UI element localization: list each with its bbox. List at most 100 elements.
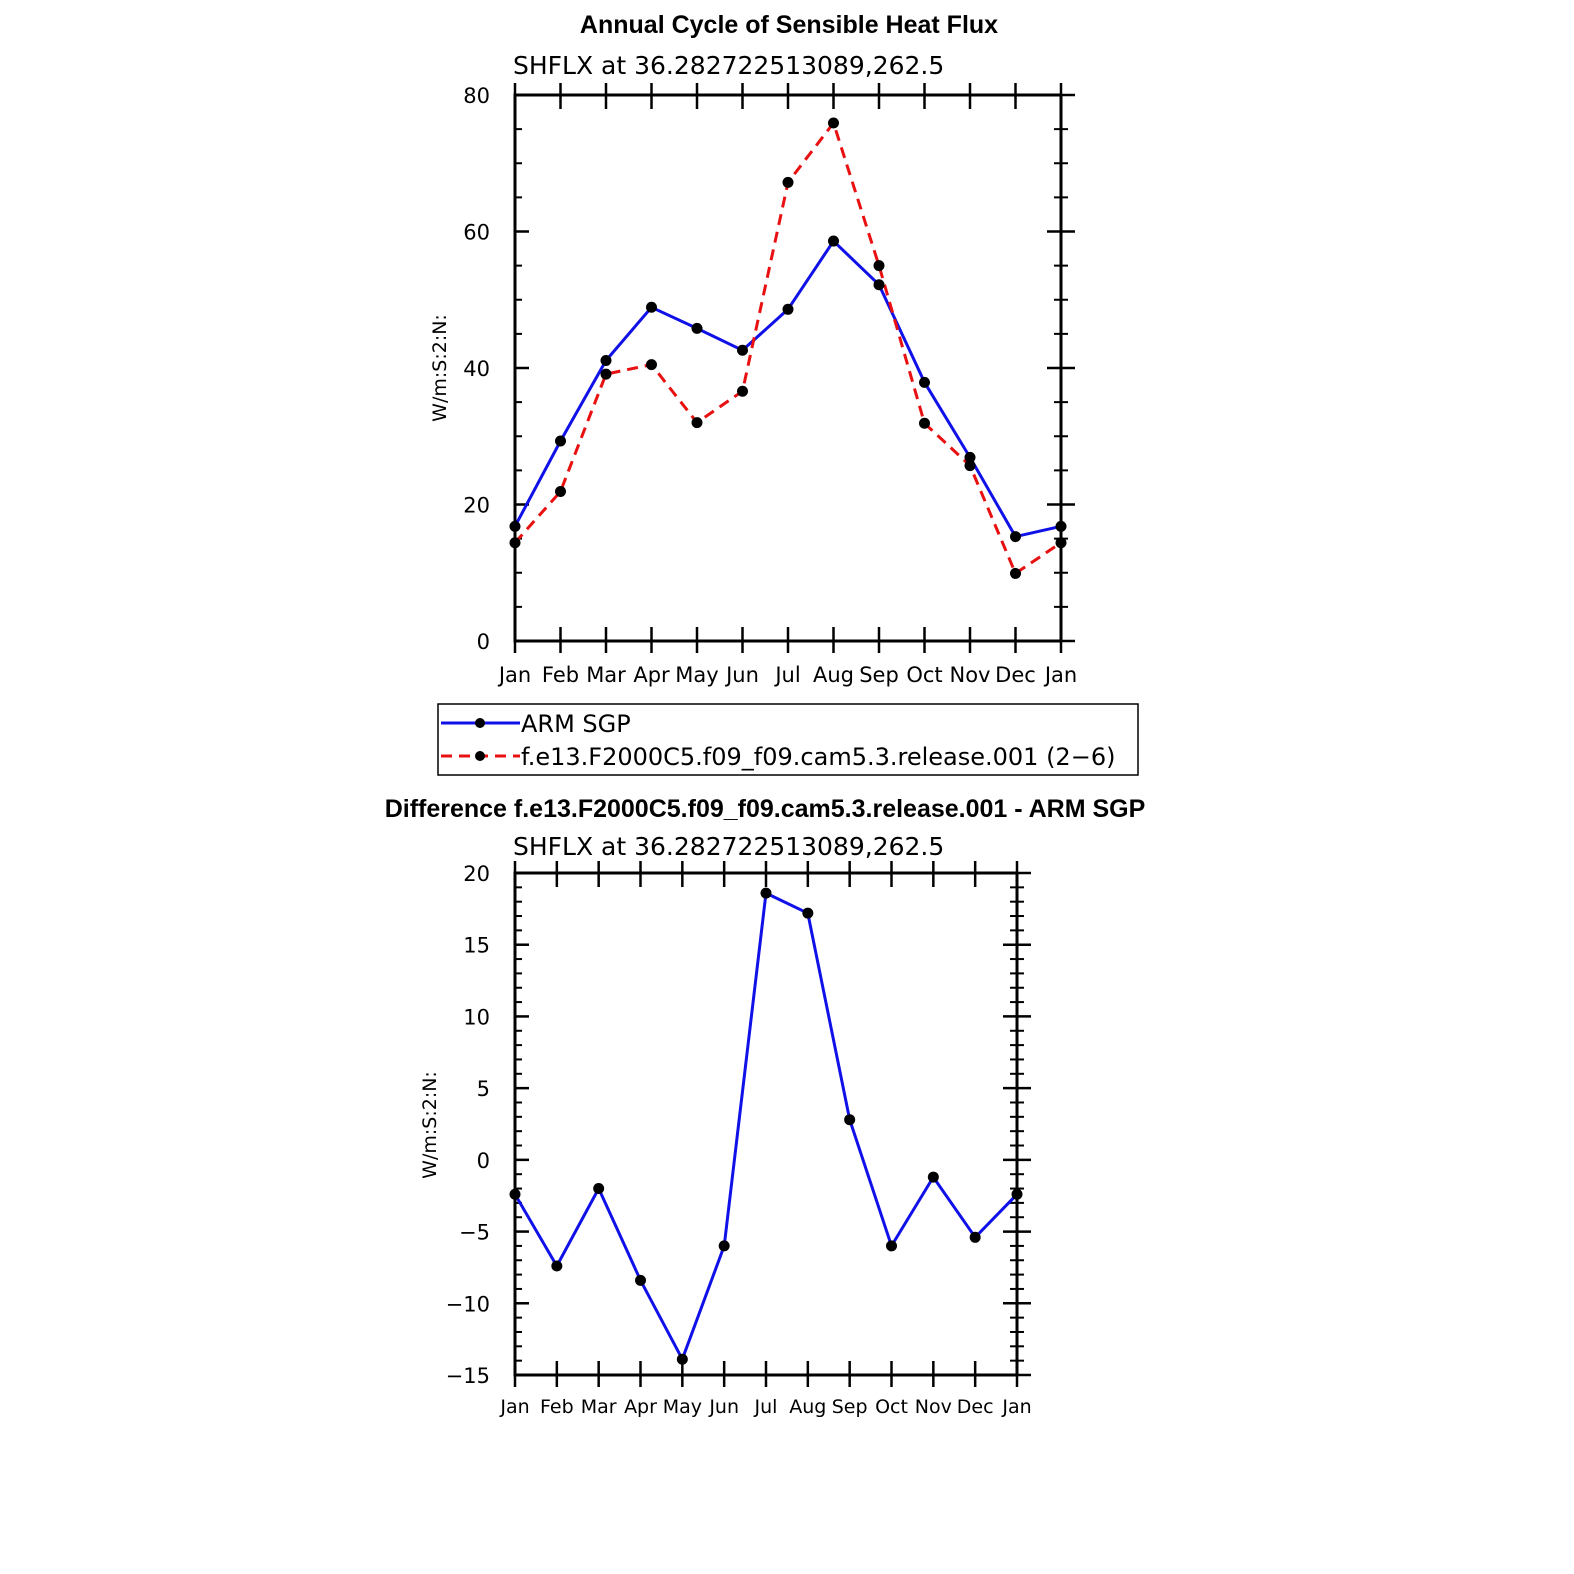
data-point: [646, 359, 657, 371]
chart1-subtitle: SHFLX at 36.282722513089,262.5: [513, 51, 944, 80]
data-point: [555, 435, 566, 447]
legend-marker-arm-sgp: [475, 718, 485, 728]
x-tick-label: Jan: [1001, 1396, 1031, 1418]
series-line-b: [513, 121, 1062, 575]
x-tick-label: Jan: [499, 1396, 529, 1418]
data-point: [600, 368, 612, 380]
data-point: [828, 117, 839, 129]
data-point: [691, 417, 703, 429]
y-tick-label: −15: [446, 1364, 490, 1388]
x-tick-label: Sep: [859, 663, 899, 687]
data-point: [782, 176, 794, 188]
data-point: [1010, 531, 1021, 543]
data-point: [802, 907, 814, 919]
data-point: [873, 279, 885, 291]
legend-label-model: f.e13.F2000C5.f09_f09.cam5.3.release.001…: [521, 743, 1115, 771]
data-point: [676, 1353, 688, 1365]
x-tick-label: Jan: [497, 663, 531, 687]
chart1-ticks: [513, 83, 1075, 653]
data-point: [844, 1114, 856, 1126]
chart2-y-axis-label: W/m:S:2:N:: [419, 1071, 441, 1179]
legend-box: [437, 703, 1139, 776]
chart1-y-tick-labels: 0 20 40 60 80: [463, 84, 490, 654]
x-tick-label: Nov: [950, 663, 991, 687]
data-point: [964, 451, 976, 463]
data-point: [919, 417, 930, 429]
series-line-a: [513, 891, 1019, 1361]
chart2-x-tick-labels: Jan Feb Mar Apr May Jun Jul Aug Sep Oct Nov Dec Jan: [499, 1396, 1031, 1418]
data-point: [737, 385, 748, 397]
data-point: [828, 235, 839, 247]
x-tick-label: Dec: [995, 663, 1036, 687]
chart1-title: Annual Cycle of Sensible Heat Flux: [580, 11, 998, 39]
y-tick-label: 80: [463, 84, 490, 108]
x-tick-label: Jul: [754, 1396, 778, 1418]
chart2-title: Difference f.e13.F2000C5.f09_f09.cam5.3.…: [385, 795, 1146, 823]
data-point: [691, 322, 703, 334]
x-tick-label: Apr: [624, 1396, 657, 1418]
chart2-plot-frame: [513, 871, 1019, 1377]
legend: ARM SGP f.e13.F2000C5.f09_f09.cam5.3.rel…: [437, 703, 1139, 776]
data-point: [635, 1274, 646, 1286]
x-tick-label: Jan: [1043, 663, 1077, 687]
chart1-plot-frame: [513, 93, 1063, 643]
x-tick-label: Sep: [832, 1396, 868, 1418]
x-tick-label: Nov: [915, 1396, 952, 1418]
x-tick-label: Jun: [724, 663, 759, 687]
data-point: [646, 301, 657, 313]
y-tick-label: −10: [446, 1292, 490, 1316]
y-tick-label: 0: [477, 630, 490, 654]
x-tick-label: Feb: [540, 1396, 574, 1418]
x-tick-label: May: [675, 663, 718, 687]
x-tick-label: Jul: [773, 663, 800, 687]
x-tick-label: Oct: [906, 663, 942, 687]
chart2-y-tick-labels: −15 −10 −5 0 5 10 15 20: [446, 862, 490, 1388]
chart1-series: [509, 117, 1067, 579]
annual-cycle-chart: Annual Cycle of Sensible Heat Flux SHFLX…: [429, 11, 1077, 687]
difference-chart: Difference f.e13.F2000C5.f09_f09.cam5.3.…: [385, 795, 1146, 1418]
y-tick-label: 10: [463, 1005, 490, 1029]
data-point: [1010, 567, 1021, 579]
data-point: [600, 354, 612, 366]
series-line-a: [513, 239, 1062, 539]
data-point: [919, 376, 930, 388]
chart2-subtitle: SHFLX at 36.282722513089,262.5: [513, 832, 944, 861]
data-point: [760, 887, 772, 899]
legend-marker-model: [475, 751, 485, 761]
y-tick-label: 20: [463, 494, 490, 518]
data-point: [551, 1260, 563, 1272]
data-point: [718, 1240, 730, 1252]
data-point: [927, 1171, 939, 1183]
x-tick-label: Oct: [875, 1396, 908, 1418]
y-tick-label: 15: [463, 934, 490, 958]
x-tick-label: Feb: [542, 663, 579, 687]
data-point: [782, 303, 794, 315]
x-tick-label: Aug: [813, 663, 854, 687]
x-tick-label: Mar: [581, 1396, 617, 1418]
x-tick-label: Apr: [633, 663, 670, 687]
data-point: [593, 1183, 605, 1195]
y-tick-label: 20: [463, 862, 490, 886]
y-tick-label: 60: [463, 221, 490, 245]
data-point: [555, 486, 566, 498]
x-tick-label: Dec: [957, 1396, 994, 1418]
x-tick-label: Mar: [586, 663, 626, 687]
data-point: [737, 344, 748, 356]
x-tick-label: Jun: [708, 1396, 739, 1418]
data-point: [873, 260, 885, 272]
y-tick-label: −5: [459, 1221, 490, 1245]
chart2-ticks: [513, 861, 1031, 1387]
y-tick-label: 5: [477, 1077, 490, 1101]
x-tick-label: Aug: [789, 1396, 826, 1418]
chart1-y-axis-label: W/m:S:2:N:: [429, 314, 451, 422]
y-tick-label: 40: [463, 357, 490, 381]
data-point: [969, 1231, 981, 1243]
data-point: [886, 1240, 897, 1252]
chart2-series: [509, 887, 1023, 1365]
chart1-x-tick-labels: Jan Feb Mar Apr May Jun Jul Aug Sep Oct Nov Dec Jan: [497, 663, 1077, 687]
x-tick-label: May: [663, 1396, 702, 1418]
data-point: [964, 460, 976, 472]
legend-label-arm-sgp: ARM SGP: [521, 710, 631, 738]
y-tick-label: 0: [477, 1149, 490, 1173]
